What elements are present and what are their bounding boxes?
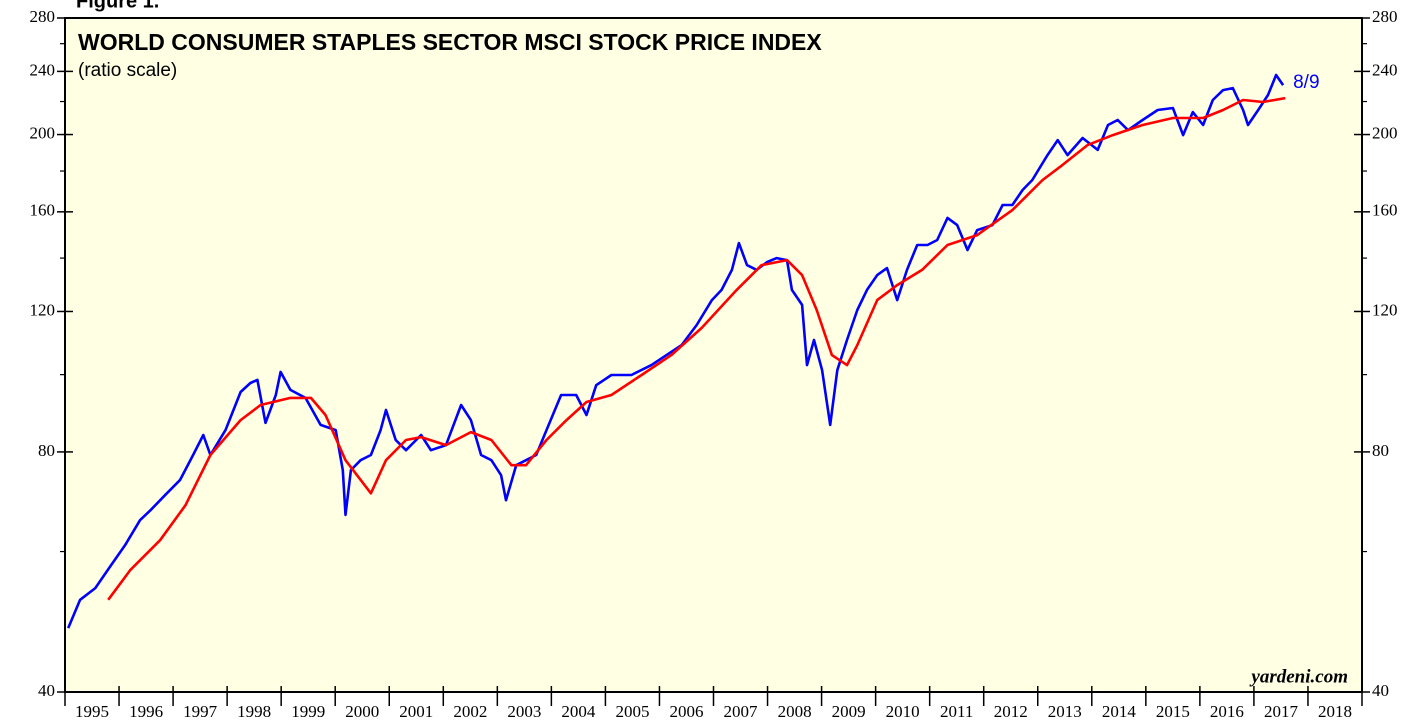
y-tick-label: 160 — [30, 201, 56, 220]
x-tick-label: 2003 — [507, 702, 541, 721]
y-tick-label: 40 — [1372, 681, 1389, 700]
chart-title: WORLD CONSUMER STAPLES SECTOR MSCI STOCK… — [78, 29, 822, 55]
series-line — [67, 73, 1285, 629]
x-tick-label: 2002 — [453, 702, 487, 721]
y-tick-label: 120 — [30, 300, 56, 319]
plot-border — [64, 17, 1363, 693]
x-tick-label: 2015 — [1156, 702, 1190, 721]
y-tick-label: 240 — [30, 60, 56, 79]
x-tick-label: 2018 — [1318, 702, 1352, 721]
x-tick-label: 1996 — [129, 702, 163, 721]
x-tick-label: 2017 — [1264, 702, 1299, 721]
y-tick-label: 80 — [1372, 441, 1389, 460]
y-tick-label: 160 — [1372, 201, 1398, 220]
x-tick-label: 2009 — [832, 702, 866, 721]
y-tick-label: 80 — [38, 441, 55, 460]
x-tick-label: 1997 — [183, 702, 218, 721]
y-tick-label: 40 — [38, 681, 55, 700]
x-tick-label: 2011 — [940, 702, 973, 721]
y-tick-label: 240 — [1372, 60, 1398, 79]
x-tick-label: 2006 — [669, 702, 703, 721]
y-tick-label: 200 — [1372, 123, 1398, 142]
y-tick-label: 280 — [1372, 7, 1398, 26]
x-tick-label: 1998 — [237, 702, 271, 721]
x-tick-label: 1995 — [75, 702, 109, 721]
x-tick-label: 2000 — [345, 702, 379, 721]
y-tick-label: 120 — [1372, 300, 1398, 319]
y-tick-label: 200 — [30, 123, 56, 142]
y-tick-label: 280 — [30, 7, 56, 26]
x-tick-label: 2001 — [399, 702, 433, 721]
x-tick-label: 1999 — [291, 702, 325, 721]
x-tick-label: 2004 — [561, 702, 596, 721]
series-line — [107, 96, 1286, 601]
x-tick-label: 2008 — [778, 702, 812, 721]
x-tick-label: 2005 — [615, 702, 649, 721]
x-tick-label: 2014 — [1102, 702, 1137, 721]
source: yardeni.com — [1249, 666, 1348, 687]
x-tick-label: 2013 — [1048, 702, 1082, 721]
chart-subtitle: (ratio scale) — [78, 60, 177, 81]
x-tick-label: 2016 — [1210, 702, 1244, 721]
x-tick-label: 2012 — [994, 702, 1028, 721]
annotation: 8/9 — [1293, 72, 1319, 93]
x-tick-label: 2010 — [886, 702, 920, 721]
plot-background — [65, 18, 1362, 692]
x-tick-label: 2007 — [724, 702, 759, 721]
figure-label: Figure 1. — [76, 0, 159, 12]
